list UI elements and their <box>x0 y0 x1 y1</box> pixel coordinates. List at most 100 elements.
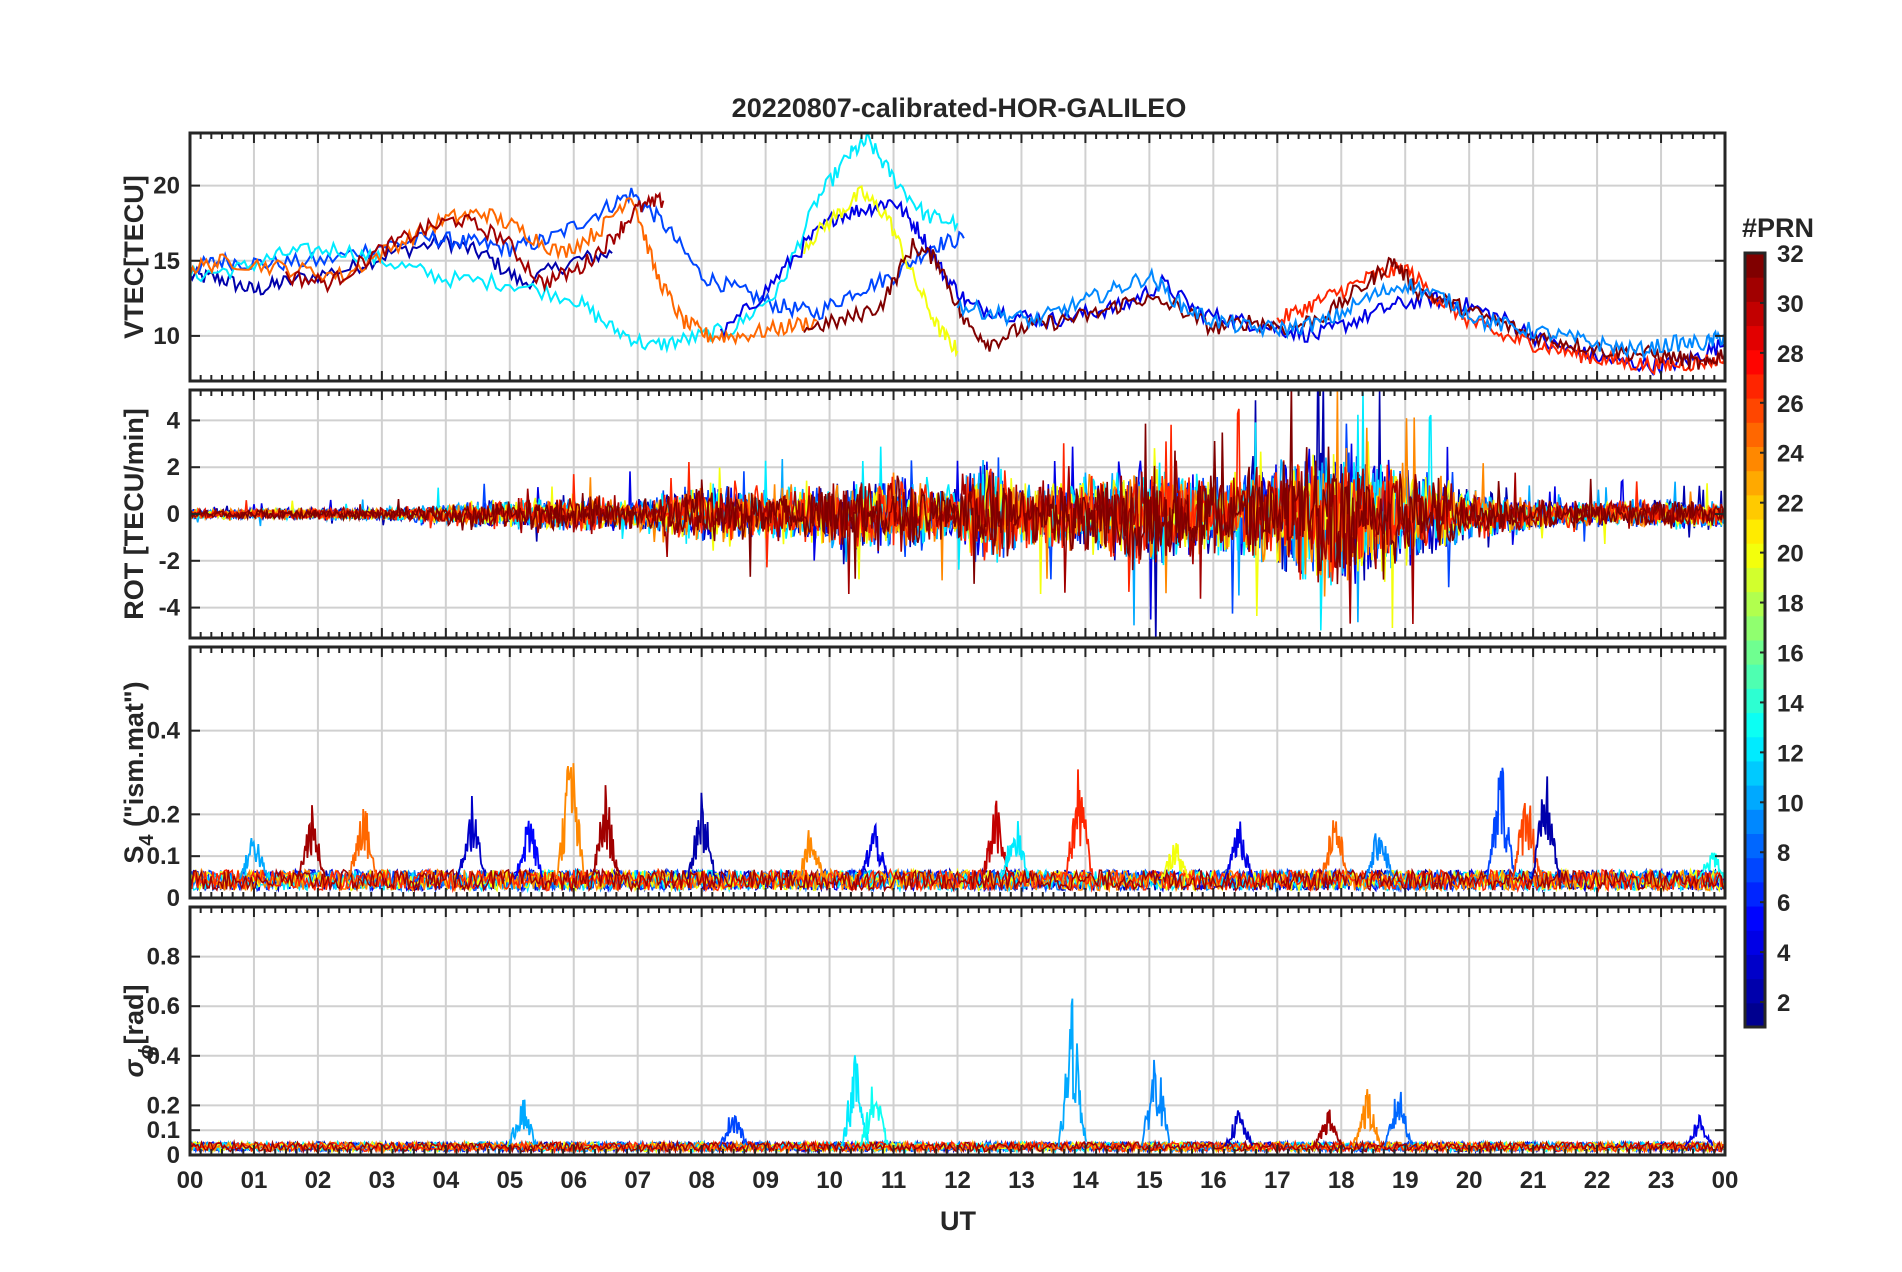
vtec-series-prn-32 <box>803 238 1725 370</box>
sigma_phi-peak-prn-3 <box>1224 1110 1254 1147</box>
colorbar-tick-label: 6 <box>1777 890 1790 917</box>
s4-peak-prn-30 <box>980 800 1011 880</box>
y-tick-label: 4 <box>167 407 181 434</box>
s4-baseline-prn-27 <box>190 867 1724 894</box>
sigma_phi-peak-prn-12 <box>840 1055 870 1147</box>
y-axis-label-subscript: 4 <box>136 834 158 846</box>
y-axis-label-main: σ <box>119 1059 149 1078</box>
colorbar-segment <box>1745 930 1765 955</box>
colorbar-segment <box>1745 325 1765 351</box>
y-tick-label: 0.2 <box>147 1092 180 1119</box>
s4-peak-prn-10 <box>239 837 268 880</box>
y-tick-label: 10 <box>153 323 180 350</box>
s4-peak-prn-5 <box>514 820 544 880</box>
x-tick-label: 05 <box>496 1167 523 1194</box>
sigma_phi-peak-prn-4 <box>1684 1114 1714 1147</box>
colorbar-tick-label: 8 <box>1777 840 1790 867</box>
s4-peak-prn-3 <box>456 795 486 880</box>
y-tick-label: 20 <box>153 173 180 200</box>
y-axis-label-suffix: ("ism.mat") <box>119 681 149 834</box>
panel-sigma_phi: 00.10.2 0.4 0.6 0.8 σϕ[rad] <box>119 905 1727 1169</box>
s4-peak-prn-24 <box>795 830 825 880</box>
y-tick-label: 0 <box>167 885 180 912</box>
y-tick-label: 2 <box>167 454 180 481</box>
vtec-series-prn-2 <box>190 232 613 296</box>
colorbar-tick-label: 22 <box>1777 491 1804 518</box>
x-tick-label: 08 <box>688 1167 715 1194</box>
panel-s4: 00.10.20.4S4 ("ism.mat") <box>119 645 1727 912</box>
x-tick-label: 17 <box>1264 1167 1291 1194</box>
y-tick-label: 0.6 <box>147 993 180 1020</box>
x-tick-label: 02 <box>305 1167 332 1194</box>
panel-frame <box>188 905 1727 1157</box>
x-axis-label: UT <box>940 1206 976 1236</box>
colorbar-frame <box>1743 251 1767 1029</box>
s4-peak-prn-25 <box>1319 820 1350 880</box>
colorbar-segment <box>1745 664 1765 689</box>
x-tick-label: 19 <box>1392 1167 1419 1194</box>
colorbar-segment <box>1745 688 1765 714</box>
s4-peak-prn-4 <box>859 822 889 880</box>
s4-peak-prn-7 <box>1486 767 1516 880</box>
colorbar-segment <box>1745 954 1765 980</box>
colorbar-segment <box>1745 446 1765 472</box>
panel-frame <box>188 645 1727 900</box>
chart-title: 20220807-calibrated-HOR-GALILEO <box>732 93 1187 123</box>
panel-rot: -4 -2 0 2 4 ROT [TECU/min] <box>119 388 1727 640</box>
colorbar-segment <box>1745 591 1765 617</box>
colorbar-tick-label: 32 <box>1777 241 1804 268</box>
vtec-series-prn-27 <box>1276 261 1725 376</box>
sigma_phi-peak-prn-13 <box>859 1086 889 1147</box>
y-tick-label: 0.8 <box>147 944 180 971</box>
colorbar-segment <box>1745 881 1765 907</box>
s4-peak-prn-24 <box>555 763 585 880</box>
colorbar-segment <box>1745 301 1765 327</box>
colorbar-segment <box>1745 422 1765 447</box>
y-tick-label: 0.1 <box>147 1117 180 1144</box>
y-tick-label: 0 <box>167 501 180 528</box>
colorbar-segment <box>1745 712 1765 738</box>
colorbar-segment <box>1745 349 1765 375</box>
x-tick-label: 00 <box>177 1167 204 1194</box>
sigma_phi-peak-prn-8 <box>1383 1091 1414 1147</box>
y-axis-label-main: VTEC[TECU] <box>119 175 149 339</box>
vtec-series-prn-20 <box>803 185 959 358</box>
x-tick-label: 03 <box>369 1167 396 1194</box>
x-tick-label: 10 <box>816 1167 843 1194</box>
sigma_phi-peak-prn-7 <box>718 1114 749 1147</box>
colorbar-tick-label: 2 <box>1777 990 1790 1017</box>
colorbar-segment <box>1745 1002 1765 1028</box>
x-tick-label: 06 <box>560 1167 587 1194</box>
colorbar-tick-label: 30 <box>1777 291 1804 318</box>
y-axis-label-main: ROT [TECU/min] <box>119 408 149 619</box>
y-axis-label-main: S <box>119 846 149 864</box>
colorbar-tick-label: 10 <box>1777 790 1804 817</box>
rot-series-prn-32 <box>190 390 1725 585</box>
x-tick-label: 04 <box>432 1167 459 1194</box>
s4-peak-prn-27 <box>1064 769 1094 880</box>
colorbar-segment <box>1745 543 1765 568</box>
x-tick-label: 21 <box>1520 1167 1547 1194</box>
s4-peak-prn-31 <box>296 805 326 880</box>
y-tick-label: 0.4 <box>147 718 181 745</box>
rot-series-prn-31 <box>190 460 1725 625</box>
x-tick-label: 23 <box>1648 1167 1675 1194</box>
colorbar-segment <box>1745 519 1765 544</box>
panel-frame <box>188 131 1727 383</box>
colorbar-segment <box>1745 567 1765 593</box>
x-tick-label: 22 <box>1584 1167 1611 1194</box>
y-axis-label: σϕ[rad] <box>119 984 158 1077</box>
panel-frame <box>188 388 1727 640</box>
colorbar-segment <box>1745 494 1765 520</box>
colorbar-segment <box>1745 615 1765 641</box>
colorbar-segment <box>1745 398 1765 423</box>
s4-baseline-prn-31 <box>190 867 1724 893</box>
colorbar-segment <box>1745 470 1765 496</box>
y-tick-label: -4 <box>159 595 181 622</box>
colorbar-tick-label: 4 <box>1777 940 1791 967</box>
sigma_phi-peak-prn-31 <box>1313 1109 1343 1147</box>
x-tick-label: 11 <box>881 1167 906 1194</box>
